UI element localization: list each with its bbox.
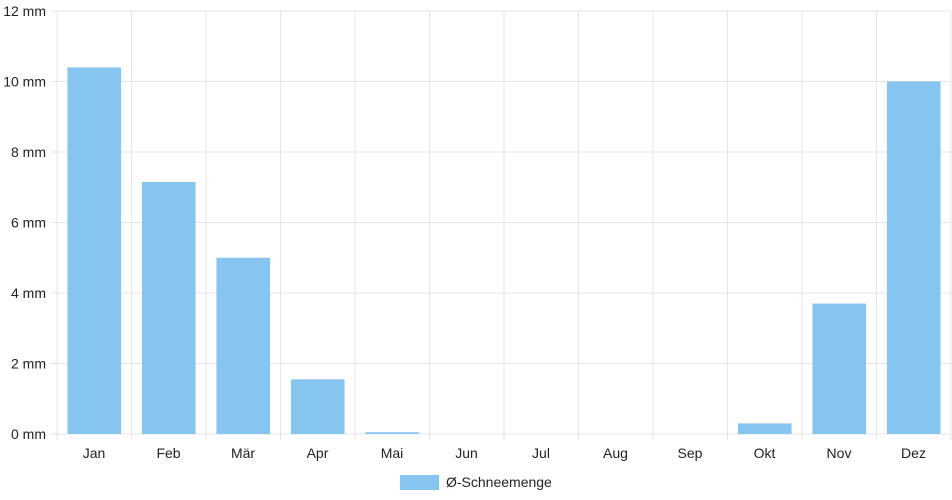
bar-Jan[interactable] bbox=[67, 67, 122, 435]
x-tick-label: Feb bbox=[156, 445, 180, 461]
x-tick-label: Mär bbox=[231, 445, 255, 461]
y-tick-label: 2 mm bbox=[11, 356, 46, 372]
y-tick-label: 0 mm bbox=[11, 426, 46, 442]
x-tick-label: Apr bbox=[307, 445, 329, 461]
bar-series bbox=[67, 67, 941, 435]
y-tick-label: 8 mm bbox=[11, 144, 46, 160]
y-tick-label: 10 mm bbox=[3, 74, 46, 90]
bar-Apr[interactable] bbox=[290, 379, 345, 434]
legend-label: Ø-Schneemenge bbox=[446, 474, 552, 490]
bar-Dez[interactable] bbox=[886, 81, 941, 435]
bar-Mär[interactable] bbox=[216, 257, 271, 434]
x-tick-label: Nov bbox=[827, 445, 852, 461]
bar-Nov[interactable] bbox=[812, 303, 867, 434]
bar-Mai[interactable] bbox=[365, 432, 420, 434]
bar-Feb[interactable] bbox=[141, 181, 196, 434]
bar-Okt[interactable] bbox=[737, 423, 792, 434]
grid-lines bbox=[51, 10, 952, 440]
x-tick-label: Aug bbox=[603, 445, 628, 461]
y-tick-label: 6 mm bbox=[11, 215, 46, 231]
x-tick-label: Sep bbox=[678, 445, 703, 461]
legend-swatch bbox=[400, 475, 439, 490]
x-axis: Jan Feb Mär Apr Mai Jun Jul Aug Sep Okt … bbox=[83, 445, 926, 461]
x-tick-label: Jan bbox=[83, 445, 106, 461]
y-tick-label: 12 mm bbox=[3, 3, 46, 19]
x-tick-label: Okt bbox=[754, 445, 776, 461]
legend[interactable]: Ø-Schneemenge bbox=[400, 474, 552, 490]
y-tick-label: 4 mm bbox=[11, 285, 46, 301]
x-tick-label: Mai bbox=[381, 445, 404, 461]
x-tick-label: Dez bbox=[901, 445, 926, 461]
x-tick-label: Jun bbox=[455, 445, 478, 461]
y-axis: 0 mm 2 mm 4 mm 6 mm 8 mm 10 mm 12 mm bbox=[3, 3, 46, 442]
x-tick-label: Jul bbox=[532, 445, 550, 461]
